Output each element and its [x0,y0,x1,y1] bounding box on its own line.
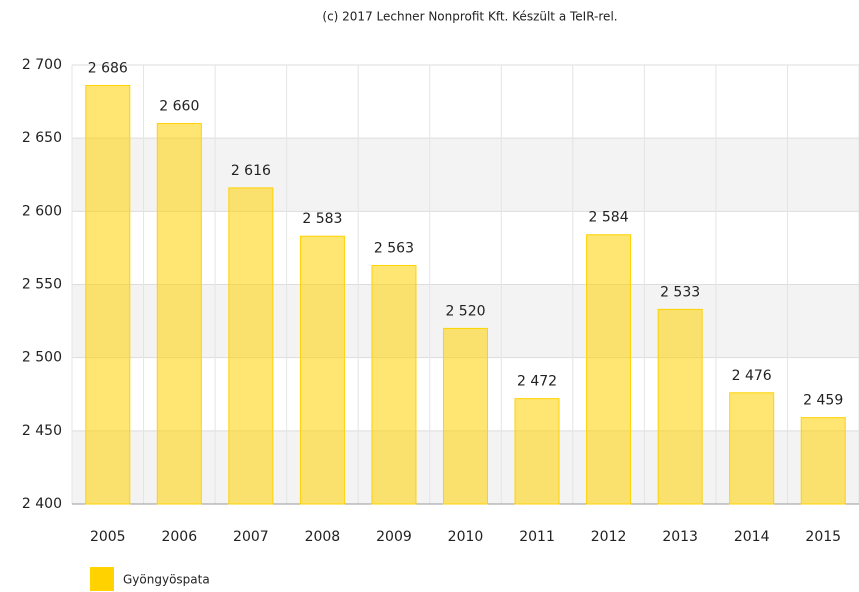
bar [156,123,202,505]
value-label: 2 533 [660,284,700,300]
bar [371,264,417,505]
bar [657,308,703,505]
bar [443,327,488,505]
x-tick-label: 2010 [448,529,484,545]
bar [514,398,560,505]
bar [586,234,632,505]
value-label: 2 660 [159,99,199,115]
x-tick-label: 2009 [376,529,412,545]
x-tick-label: 2007 [233,529,269,545]
x-tick-label: 2006 [161,529,197,545]
y-tick-label: 2 400 [22,496,62,512]
bar [800,417,846,505]
bar [729,392,775,505]
bar [85,84,131,505]
value-label: 2 520 [445,303,485,319]
chart-title: (c) 2017 Lechner Nonprofit Kft. Készült … [322,10,617,24]
x-tick-label: 2008 [305,529,341,545]
value-label: 2 459 [803,393,843,409]
bar [228,187,274,505]
y-tick-label: 2 700 [22,57,62,73]
y-tick-label: 2 450 [22,423,62,439]
x-tick-label: 2013 [662,529,698,545]
value-label: 2 584 [589,210,629,226]
y-tick-label: 2 500 [22,350,62,366]
grid-band [72,138,859,212]
x-tick-label: 2015 [805,529,841,545]
value-label: 2 583 [302,211,342,227]
legend-swatch [90,567,114,591]
x-tick-label: 2014 [734,529,770,545]
x-tick-label: 2012 [591,529,627,545]
y-tick-label: 2 600 [22,203,62,219]
x-tick-label: 2011 [519,529,555,545]
y-tick-label: 2 550 [22,277,62,293]
legend-label: Gyöngyöspata [123,573,210,587]
value-label: 2 563 [374,240,414,256]
x-tick-label: 2005 [90,529,126,545]
value-label: 2 476 [732,368,772,384]
y-tick-label: 2 650 [22,130,62,146]
value-label: 2 616 [231,163,271,179]
bar [299,235,345,505]
value-label: 2 686 [88,60,128,76]
value-label: 2 472 [517,374,557,390]
